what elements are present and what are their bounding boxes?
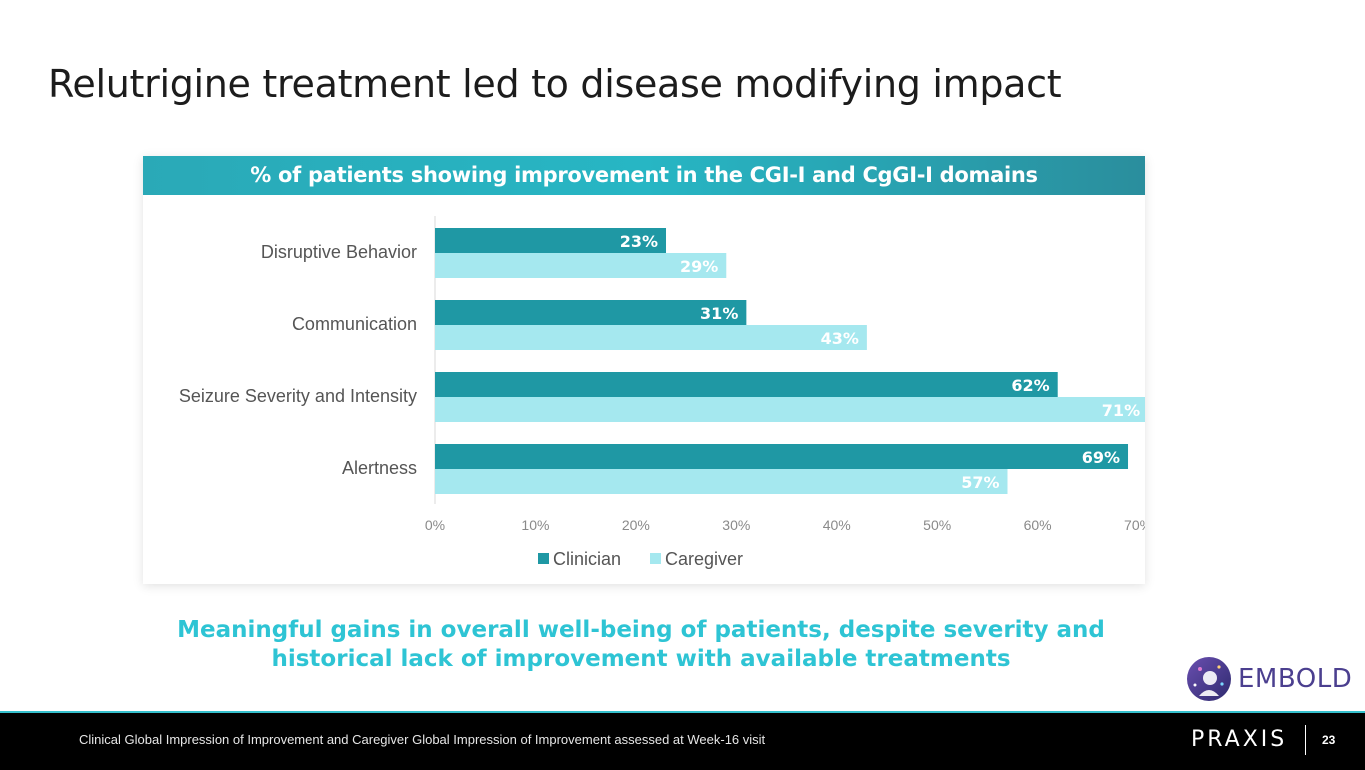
x-tick-label: 30% [722,517,750,533]
data-label: 23% [620,232,658,251]
x-tick-label: 20% [622,517,650,533]
slide-title: Relutrigine treatment led to disease mod… [48,62,1062,106]
tagline-line-1: Meaningful gains in overall well-being o… [177,617,1105,643]
embold-logo: EMBOLD [1186,656,1353,702]
bar-caregiver [435,253,727,278]
x-tick-label: 50% [923,517,951,533]
bar-clinician [435,444,1129,469]
data-label: 57% [961,473,999,492]
data-label: 29% [680,257,718,276]
footer-divider [1305,725,1306,755]
bar-clinician [435,372,1058,397]
data-label: 31% [700,304,738,323]
footnote: Clinical Global Impression of Improvemen… [79,732,766,747]
category-label: Disruptive Behavior [261,242,417,262]
chart-title: % of patients showing improvement in the… [143,156,1145,195]
data-label: 69% [1082,448,1120,467]
bar-caregiver [435,469,1008,494]
bar-caregiver [435,325,867,350]
bar-clinician [435,228,667,253]
data-label: 71% [1102,401,1140,420]
x-tick-label: 40% [823,517,851,533]
data-label: 43% [821,329,859,348]
praxis-logo: PRAXIS [1191,727,1288,752]
tagline-line-2: historical lack of improvement with avai… [271,646,1011,672]
legend-swatch-caregiver [650,553,661,564]
x-tick-label: 70% [1124,517,1145,533]
embold-logo-text: EMBOLD [1238,664,1353,694]
data-label: 62% [1011,376,1049,395]
bar-chart: Disruptive Behavior 23% 29% Communication 31… [179,216,1145,569]
footer-bar: Clinical Global Impression of Improvemen… [0,711,1365,770]
bar-caregiver [435,397,1145,422]
legend-label-caregiver: Caregiver [665,549,743,569]
legend-label-clinician: Clinician [553,549,621,569]
page-number: 23 [1322,733,1336,747]
category-label: Alertness [342,458,417,478]
category-label: Seizure Severity and Intensity [179,386,417,406]
category-label: Communication [292,314,417,334]
x-tick-label: 10% [521,517,549,533]
legend-swatch-clinician [538,553,549,564]
tagline: Meaningful gains in overall well-being o… [140,616,1142,674]
embold-logo-mark-icon [1187,657,1231,701]
bar-clinician [435,300,747,325]
x-tick-label: 0% [425,517,445,533]
x-tick-label: 60% [1024,517,1052,533]
chart-card: Disruptive Behavior 23% 29% Communication 31… [143,156,1145,584]
